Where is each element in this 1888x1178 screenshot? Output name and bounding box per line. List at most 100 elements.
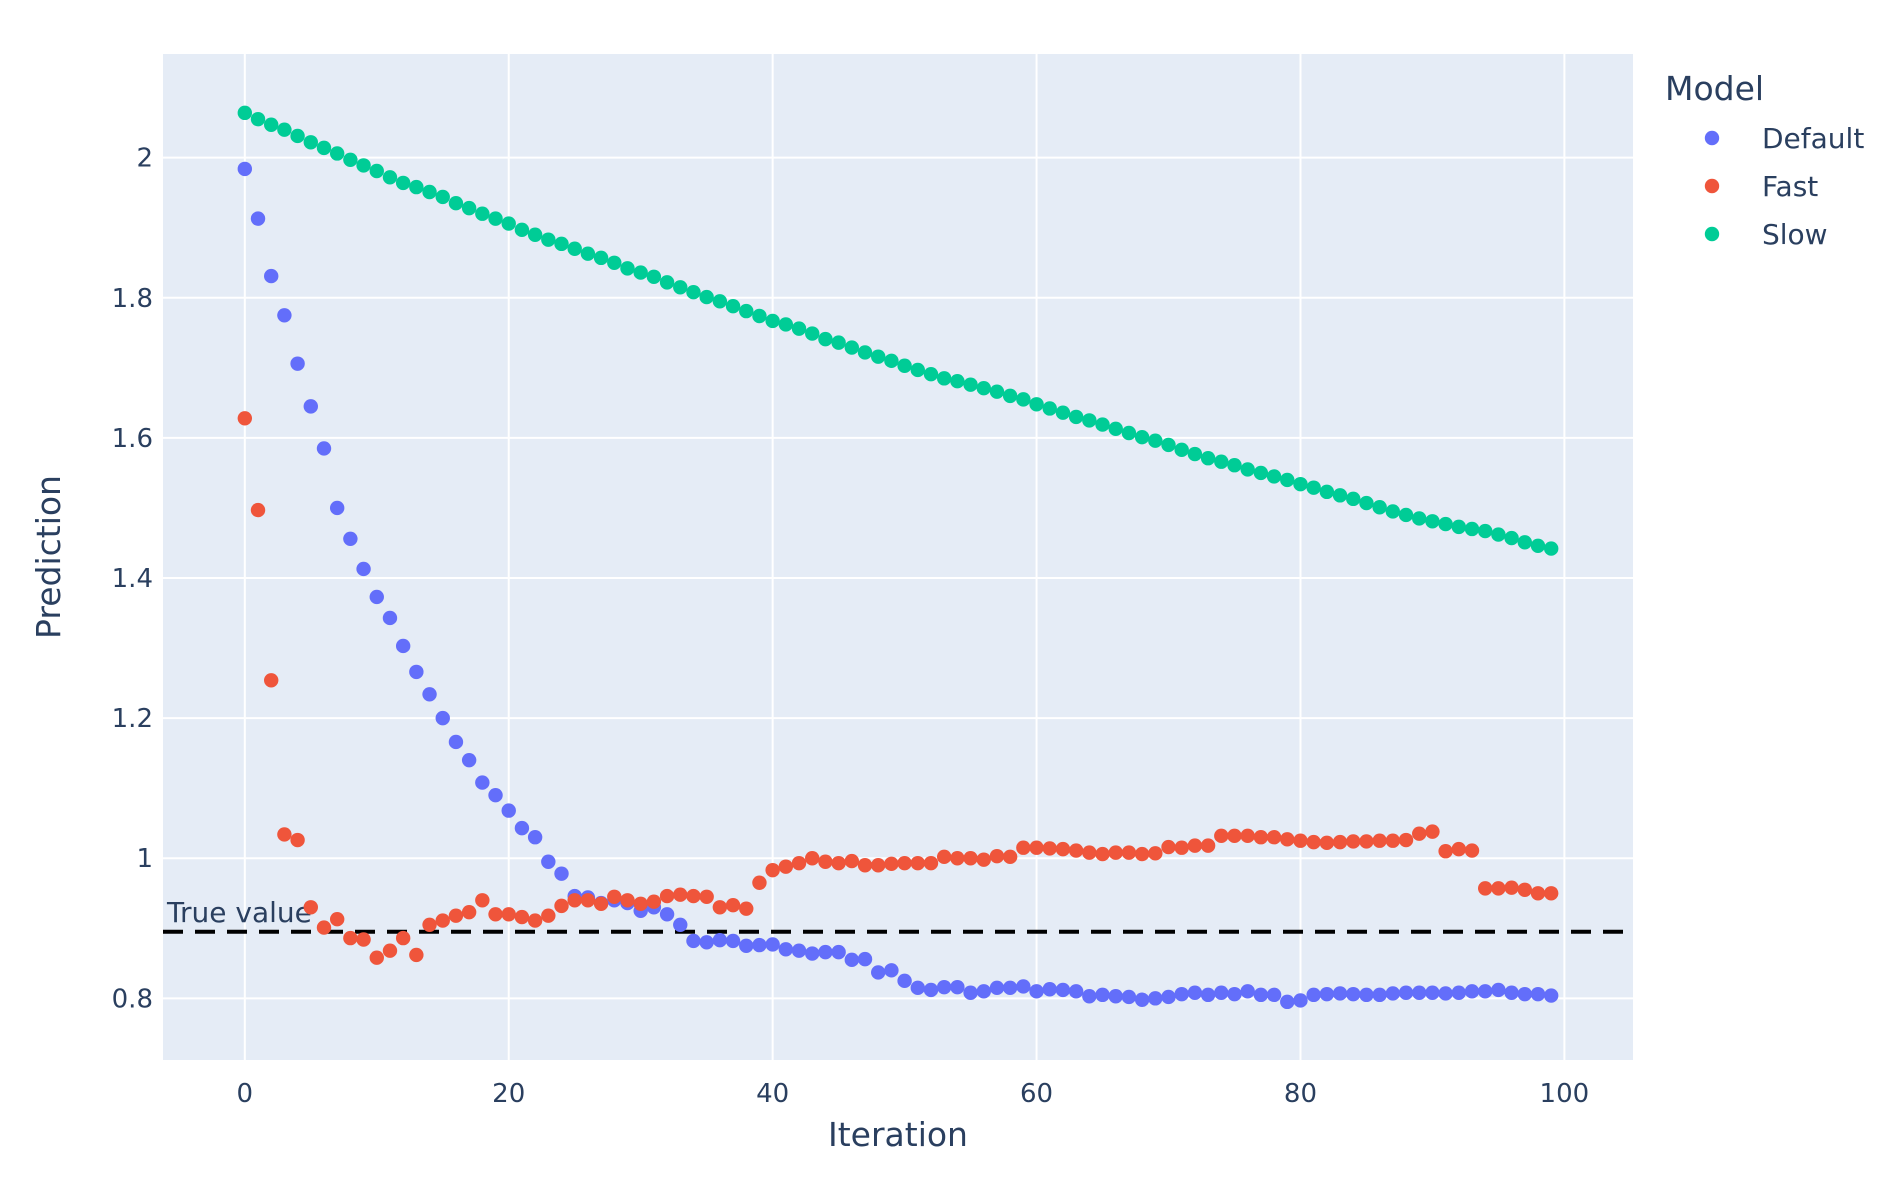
default-point — [1372, 987, 1387, 1003]
slow-point — [818, 331, 833, 347]
fast-point — [395, 930, 411, 946]
default-point — [1280, 994, 1295, 1010]
legend[interactable]: Model Default Fast Slow — [1665, 69, 1864, 251]
fast-point — [673, 887, 688, 902]
fast-point — [791, 855, 807, 871]
legend-item-slow[interactable]: Slow — [1704, 218, 1828, 251]
slow-point — [343, 152, 358, 167]
slow-point — [1029, 397, 1044, 412]
fast-point — [1359, 834, 1374, 849]
slow-point — [646, 269, 662, 284]
legend-item-default[interactable]: Default — [1704, 122, 1865, 155]
slow-point — [1042, 401, 1057, 416]
slow-point — [1464, 521, 1480, 537]
slow-point — [936, 371, 952, 386]
default-point — [844, 952, 860, 968]
y-tick-label: 1.4 — [112, 564, 153, 594]
slow-point — [607, 255, 622, 270]
default-point — [1398, 985, 1414, 1000]
fast-point — [580, 893, 596, 908]
slow-point — [1174, 442, 1189, 458]
slow-point — [1108, 421, 1123, 436]
fast-point — [1253, 830, 1269, 845]
fast-point — [1372, 833, 1387, 848]
default-point — [382, 610, 398, 626]
default-point — [1319, 986, 1335, 1002]
default-point — [1161, 989, 1176, 1005]
slow-point — [1425, 514, 1440, 529]
default-point — [1042, 982, 1057, 997]
fast-point — [554, 898, 569, 914]
default-point — [1148, 991, 1163, 1006]
slow-point — [1280, 472, 1295, 488]
fast-point — [910, 855, 925, 871]
slow-point — [844, 340, 860, 355]
legend-items[interactable]: Default Fast Slow — [1704, 122, 1865, 251]
default-point — [884, 963, 899, 978]
slow-point — [316, 140, 332, 156]
default-point — [488, 787, 503, 803]
default-point — [369, 589, 384, 605]
fast-point — [527, 913, 543, 928]
fast-point — [1451, 841, 1467, 857]
slow-point — [422, 184, 437, 200]
slow-point — [527, 227, 543, 242]
fast-point — [1478, 881, 1493, 896]
series-fast — [237, 411, 1559, 965]
fast-point — [1068, 843, 1084, 858]
default-point — [910, 980, 925, 996]
gridlines — [163, 54, 1633, 1060]
default-point — [422, 687, 437, 702]
fast-point — [316, 920, 332, 935]
fast-point — [646, 894, 662, 909]
fast-point — [264, 673, 279, 688]
slow-point — [237, 105, 253, 121]
legend-item-fast[interactable]: Fast — [1704, 170, 1818, 203]
slow-point — [805, 326, 820, 341]
slow-point — [1068, 409, 1084, 425]
fast-point — [976, 852, 991, 867]
slow-point — [1332, 488, 1348, 503]
default-point — [527, 830, 543, 845]
fast-point — [1530, 886, 1546, 901]
fast-point — [1280, 832, 1295, 847]
default-point — [1451, 985, 1467, 1000]
slow-point — [1240, 462, 1255, 477]
slow-point — [1543, 541, 1559, 556]
fast-point — [712, 900, 728, 915]
fast-point — [1042, 841, 1057, 856]
slow-point — [673, 280, 688, 295]
default-point — [1121, 989, 1137, 1005]
slow-point — [686, 284, 701, 300]
fast-point — [475, 893, 490, 908]
x-tick-label: 100 — [1540, 1079, 1590, 1109]
default-point — [1464, 984, 1480, 999]
fast-point — [567, 893, 582, 908]
slow-point — [739, 303, 754, 319]
fast-point — [778, 859, 794, 874]
fast-point — [739, 901, 754, 916]
fast-point — [897, 855, 912, 871]
slow-point — [1148, 433, 1163, 448]
legend-title: Model — [1665, 69, 1764, 108]
default-point — [1174, 986, 1189, 1002]
slow-point — [1293, 476, 1308, 492]
x-tick-label: 0 — [237, 1079, 254, 1109]
slow-point — [554, 236, 569, 252]
fast-point — [1306, 834, 1321, 850]
fast-point — [1016, 840, 1031, 855]
fast-point — [1002, 849, 1018, 865]
fast-point — [659, 888, 675, 904]
default-point — [356, 561, 371, 577]
default-point — [857, 951, 873, 967]
default-point — [343, 531, 358, 546]
slow-point — [1398, 507, 1414, 523]
default-point — [1095, 987, 1110, 1003]
slow-point — [329, 146, 345, 161]
fast-point — [382, 943, 398, 958]
slow-point — [712, 294, 728, 309]
slow-point — [250, 111, 266, 127]
fast-point — [343, 930, 358, 946]
slow-point — [461, 200, 477, 216]
